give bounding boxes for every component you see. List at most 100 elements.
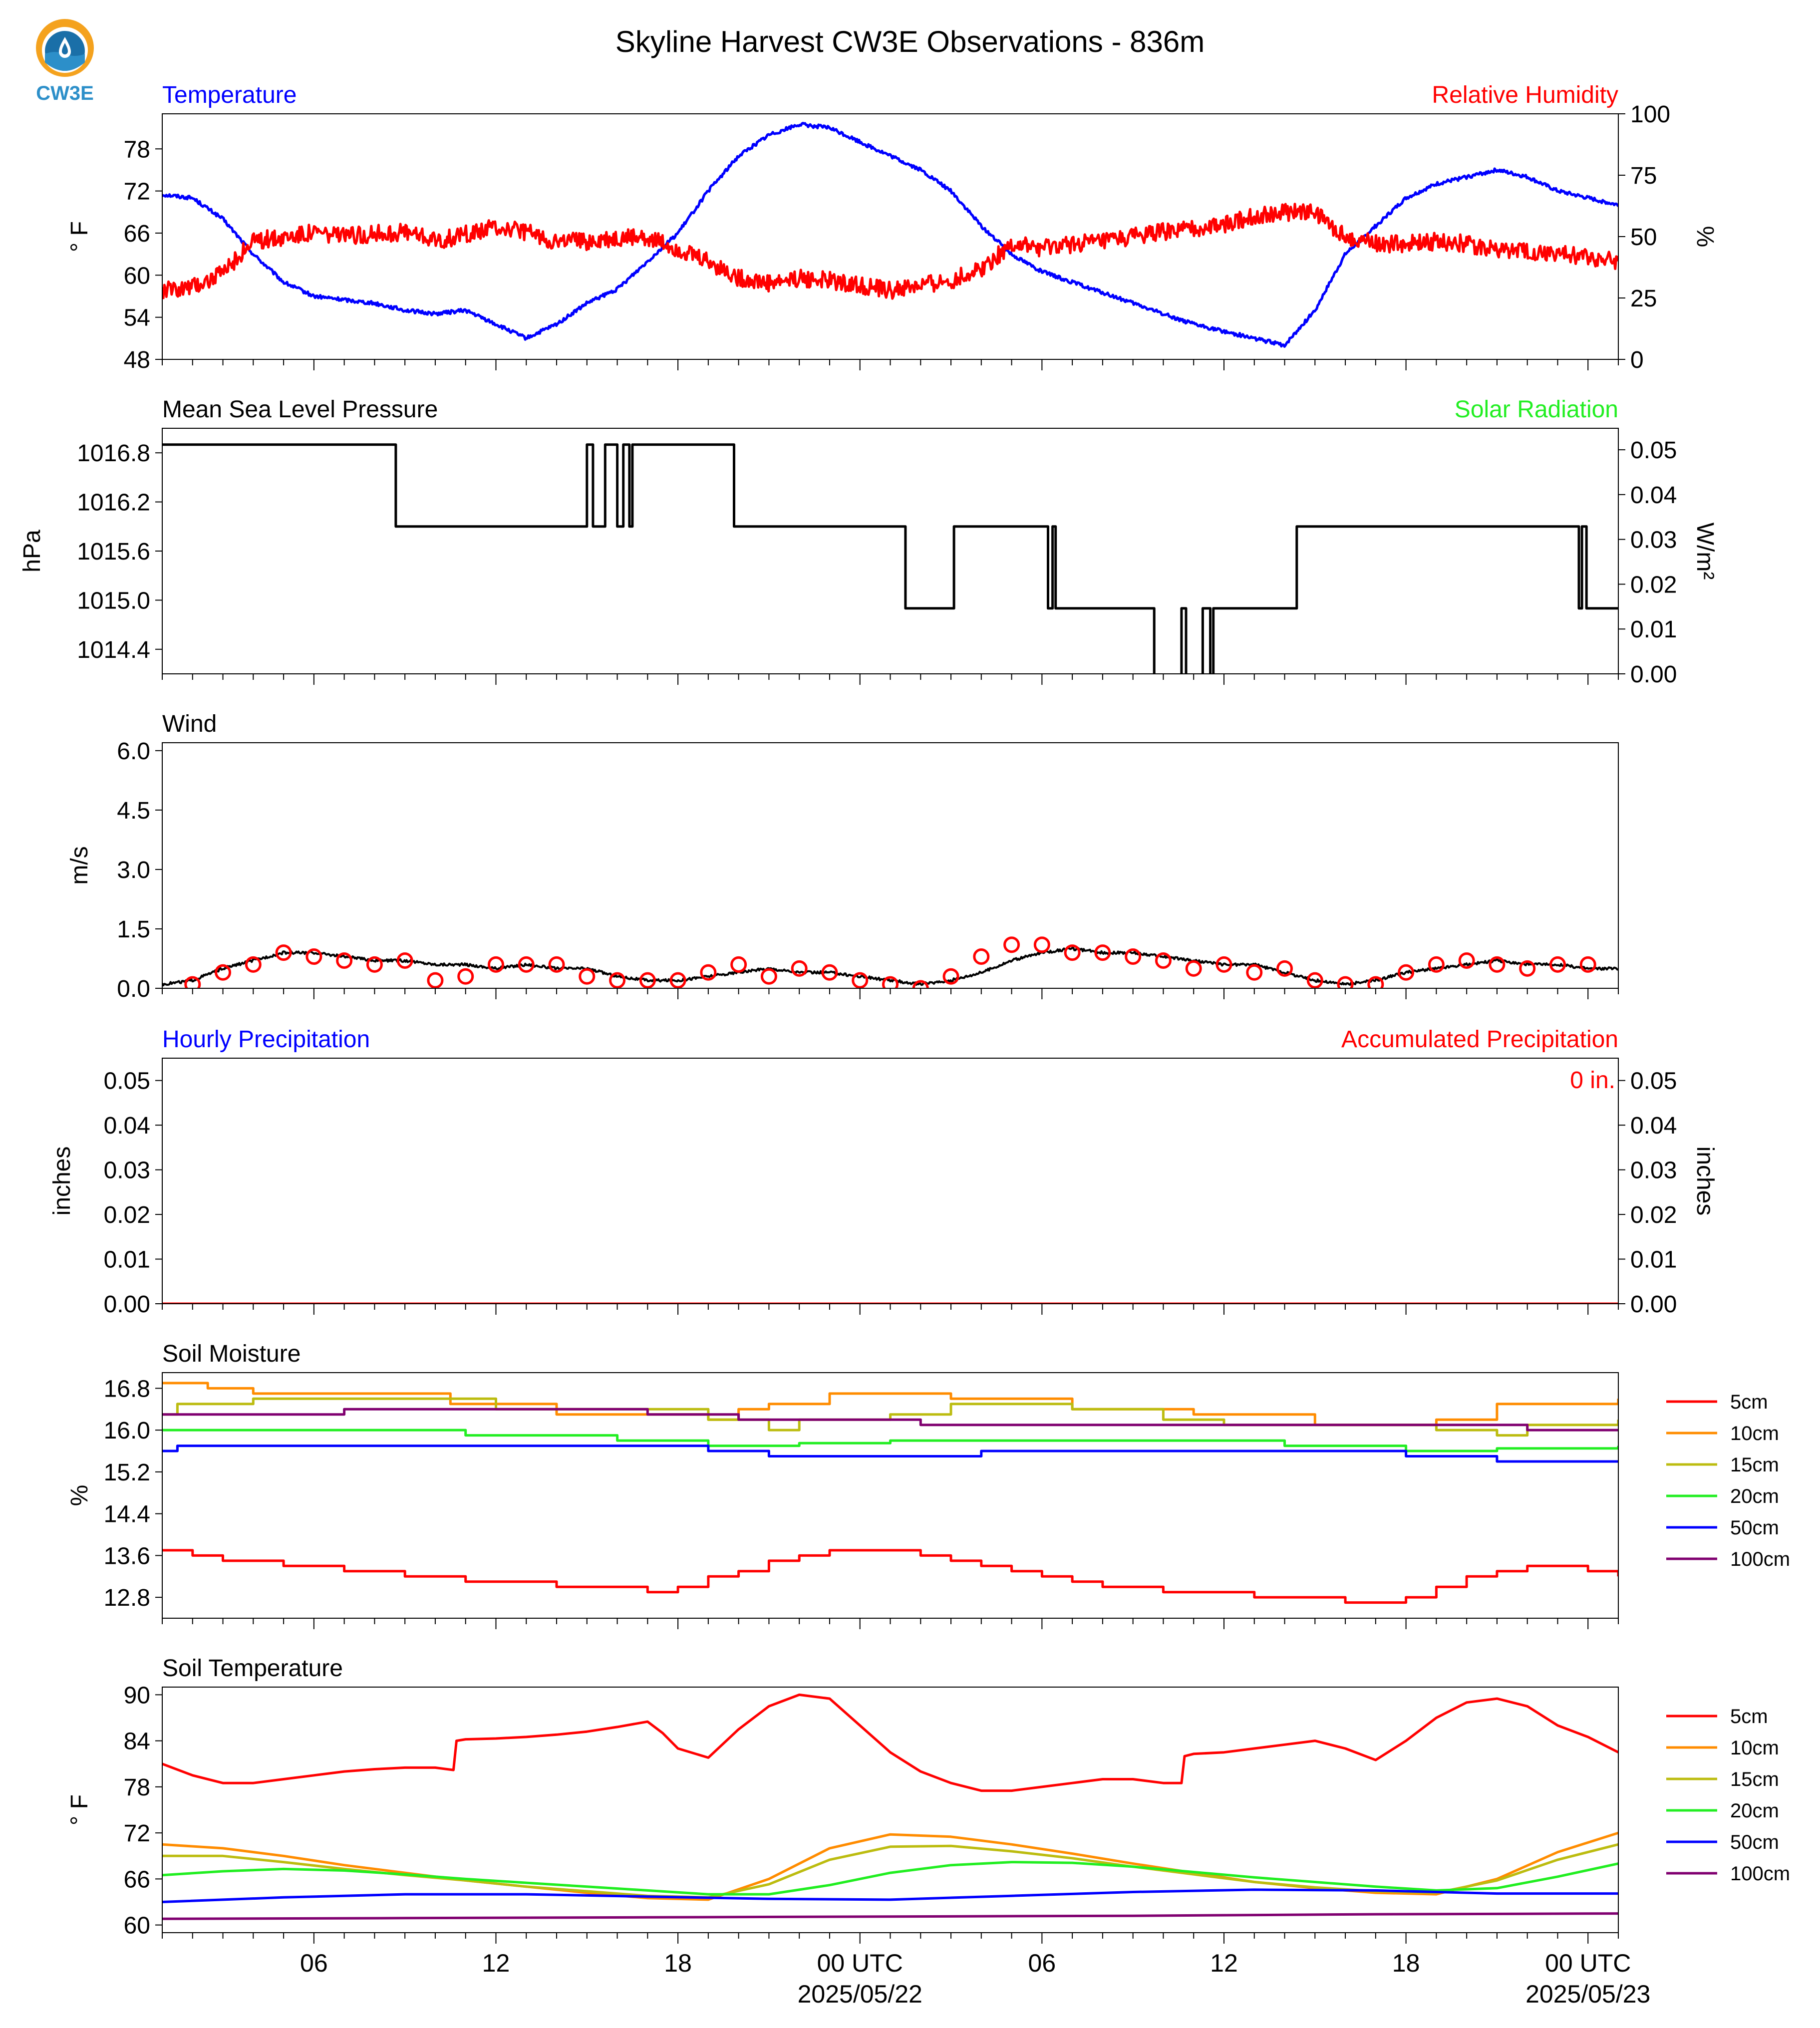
y-tick-label: 1014.4	[77, 637, 150, 663]
wind-gust-marker	[457, 968, 474, 985]
y-tick-label-right: 0.05	[1630, 1068, 1677, 1095]
y-axis-label: ° F	[66, 221, 93, 252]
x-date-label: 2025/05/22	[798, 1980, 922, 2008]
wind-gust-marker	[1276, 960, 1293, 977]
y-tick-label: 1016.2	[77, 490, 150, 516]
series-group	[162, 1693, 1618, 1920]
y-axis-label: m/s	[66, 846, 93, 884]
y-tick-label: 4.5	[117, 798, 150, 824]
wind-gust-marker	[700, 964, 717, 981]
series-100cm	[162, 1912, 1618, 1920]
y-tick-label: 3.0	[117, 857, 150, 883]
y-tick-label: 0.05	[104, 1068, 150, 1095]
series-group	[162, 443, 1618, 674]
series-100cm	[162, 1408, 1618, 1432]
y-tick-label: 1015.0	[77, 587, 150, 614]
wind-gust-marker	[1367, 976, 1384, 988]
wind-gust-marker	[336, 952, 353, 969]
legend-label: 5cm	[1730, 1706, 1768, 1728]
y-axis-label: ° F	[66, 1794, 93, 1825]
x-tick-label: 00 UTC	[817, 1949, 903, 1977]
x-tick-label: 06	[300, 1949, 328, 1977]
y-tick-label-right: 0.01	[1630, 1247, 1677, 1273]
wind-gust-marker	[275, 944, 292, 961]
y-tick-label: 0.02	[104, 1202, 150, 1228]
y-tick-label-right: 25	[1630, 286, 1657, 312]
y-tick-label-right: 0.03	[1630, 1158, 1677, 1184]
panel-title-right: Accumulated Precipitation	[1341, 1026, 1618, 1053]
wind-gust-marker	[760, 968, 777, 985]
y-axis-label: %	[66, 1485, 93, 1506]
series-group	[162, 122, 1618, 348]
y-axis-label-right: inches	[1692, 1147, 1718, 1216]
wind-gust-marker	[1306, 972, 1323, 988]
panel-wind: Wind 0.0 1.5 3.0 4.5 6.0 m/s	[66, 711, 1619, 1002]
wind-gust-marker	[245, 956, 262, 973]
y-tick-label-right: 100	[1630, 101, 1670, 128]
legend-label: 15cm	[1730, 1768, 1779, 1790]
x-tick-label: 06	[1028, 1949, 1056, 1977]
series-red	[162, 203, 1618, 300]
y-tick-label-right: 50	[1630, 224, 1657, 251]
y-tick-label: 72	[124, 179, 150, 205]
panel-frame	[162, 742, 1619, 989]
y-tick-label-right: 0.01	[1630, 616, 1677, 643]
wind-gust-marker	[396, 952, 413, 969]
wind-gust-marker	[1155, 952, 1172, 969]
panel-title-right: Solar Radiation	[1455, 396, 1618, 423]
y-tick-label-right: 0.00	[1630, 1291, 1677, 1318]
y-tick-label-right: 0.03	[1630, 527, 1677, 554]
legend-label: 50cm	[1730, 1831, 1779, 1853]
wind-gust-marker	[1215, 956, 1232, 973]
y-tick-label: 84	[124, 1729, 150, 1755]
panel-hourly-precipitation: Hourly Precipitation Accumulated Precipit…	[49, 1026, 1718, 1318]
wind-gust-marker	[548, 956, 565, 973]
panel-title-left: Wind	[162, 711, 217, 737]
wind-gust-marker	[518, 956, 535, 973]
x-tick-label: 00 UTC	[1545, 1949, 1631, 1977]
wind-gust-marker	[1458, 952, 1475, 969]
y-tick-label: 16.8	[104, 1376, 150, 1402]
wind-gust-marker	[1519, 960, 1536, 977]
wind-gust-marker	[1489, 956, 1506, 973]
wind-gust-marker	[1125, 948, 1142, 965]
legend-label: 20cm	[1730, 1485, 1779, 1507]
wind-gust-marker	[1094, 944, 1111, 961]
wind-gust-marker	[1428, 956, 1445, 973]
panel-soil-temperature: Soil Temperature 60 66 72 78 84 90 ° F 5cm 10cm 15…	[66, 1655, 1790, 1944]
wind-gust-marker	[1033, 936, 1050, 953]
y-tick-label: 54	[124, 305, 150, 331]
series-blue	[162, 122, 1618, 348]
wind-gust-marker	[1246, 964, 1263, 981]
y-tick-label: 66	[124, 221, 150, 247]
y-tick-label: 0.01	[104, 1247, 150, 1273]
wind-gust-marker	[1064, 944, 1081, 961]
legend-label: 100cm	[1730, 1863, 1790, 1885]
y-tick-label: 12.8	[104, 1585, 150, 1611]
y-tick-label: 66	[124, 1866, 150, 1893]
wind-gust-marker	[215, 964, 232, 981]
panel-title-left: Mean Sea Level Pressure	[162, 396, 438, 423]
legend: 5cm 10cm 15cm 20cm 50cm 100cm	[1666, 1706, 1790, 1885]
legend-label: 15cm	[1730, 1454, 1779, 1476]
y-tick-label-right: 0	[1630, 347, 1644, 373]
panel-frame	[162, 428, 1619, 674]
wind-gust-marker	[973, 948, 990, 965]
y-tick-label: 60	[124, 1913, 150, 1939]
panel-temperature: Temperature Relative Humidity 48 54 60 66 72 78…	[66, 82, 1718, 373]
x-tick-label: 18	[1392, 1949, 1420, 1977]
y-tick-label-right: 0.04	[1630, 482, 1677, 509]
wind-gust-marker	[821, 964, 838, 981]
wind-gust-marker	[305, 948, 322, 965]
wind-gust-marker	[852, 972, 869, 988]
wind-gust-marker	[609, 972, 626, 988]
legend-label: 50cm	[1730, 1517, 1779, 1539]
y-tick-label: 0.04	[104, 1113, 150, 1139]
series-50cm	[162, 1888, 1618, 1903]
y-tick-label-right: 0.02	[1630, 1202, 1677, 1228]
y-tick-label: 72	[124, 1820, 150, 1847]
wind-gust-marker	[730, 956, 747, 973]
series-black	[162, 946, 1618, 987]
y-tick-label-right: 0.00	[1630, 661, 1677, 688]
panel-title-left: Soil Moisture	[162, 1341, 301, 1367]
